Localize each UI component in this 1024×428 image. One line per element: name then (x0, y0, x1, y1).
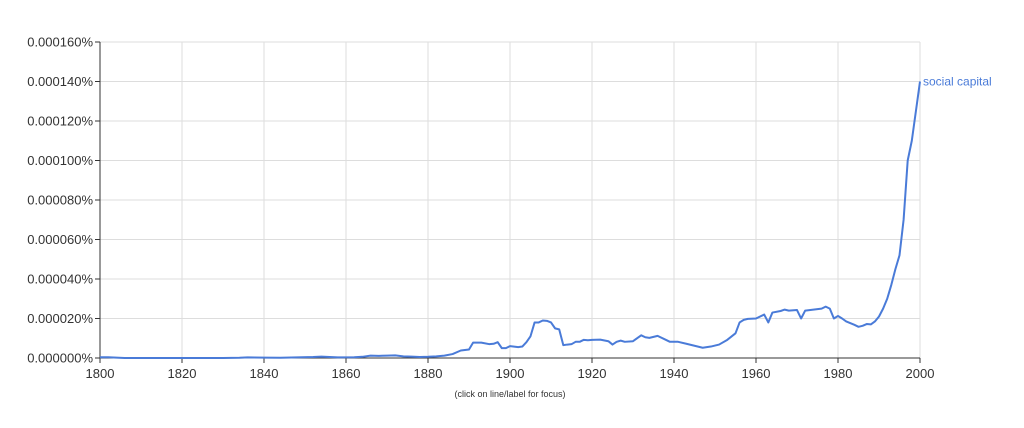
series-label[interactable]: social capital (923, 75, 992, 89)
y-tick-label: 0.000000% (27, 351, 93, 366)
x-tick-label: 1960 (742, 366, 771, 381)
x-axis-ticks: 1800 1820 1840 1860 1880 1900 1920 1940 1960 1980… (86, 358, 935, 381)
series-group: social capital (100, 75, 992, 359)
x-tick-label: 1980 (824, 366, 853, 381)
x-tick-label: 1920 (578, 366, 607, 381)
y-axis-ticks: 0.000000% 0.000020% 0.000040% 0.000060% 0.00… (27, 35, 100, 366)
x-tick-label: 1880 (414, 366, 443, 381)
y-tick-label: 0.000020% (27, 311, 93, 326)
y-tick-label: 0.000080% (27, 193, 93, 208)
gridlines (100, 41, 921, 358)
y-tick-label: 0.000100% (27, 153, 93, 168)
focus-hint: (click on line/label for focus) (454, 389, 565, 399)
x-tick-label: 1940 (660, 366, 689, 381)
x-tick-label: 1800 (86, 366, 115, 381)
y-tick-label: 0.000120% (27, 114, 93, 129)
x-tick-label: 2000 (906, 366, 935, 381)
y-tick-label: 0.000040% (27, 272, 93, 287)
x-tick-label: 1860 (332, 366, 361, 381)
x-tick-label: 1900 (496, 366, 525, 381)
series-line-social-capital[interactable] (100, 81, 921, 359)
y-tick-label: 0.000160% (27, 35, 93, 50)
x-tick-label: 1820 (168, 366, 197, 381)
y-tick-label: 0.000060% (27, 232, 93, 247)
y-tick-label: 0.000140% (27, 74, 93, 89)
x-tick-label: 1840 (250, 366, 279, 381)
